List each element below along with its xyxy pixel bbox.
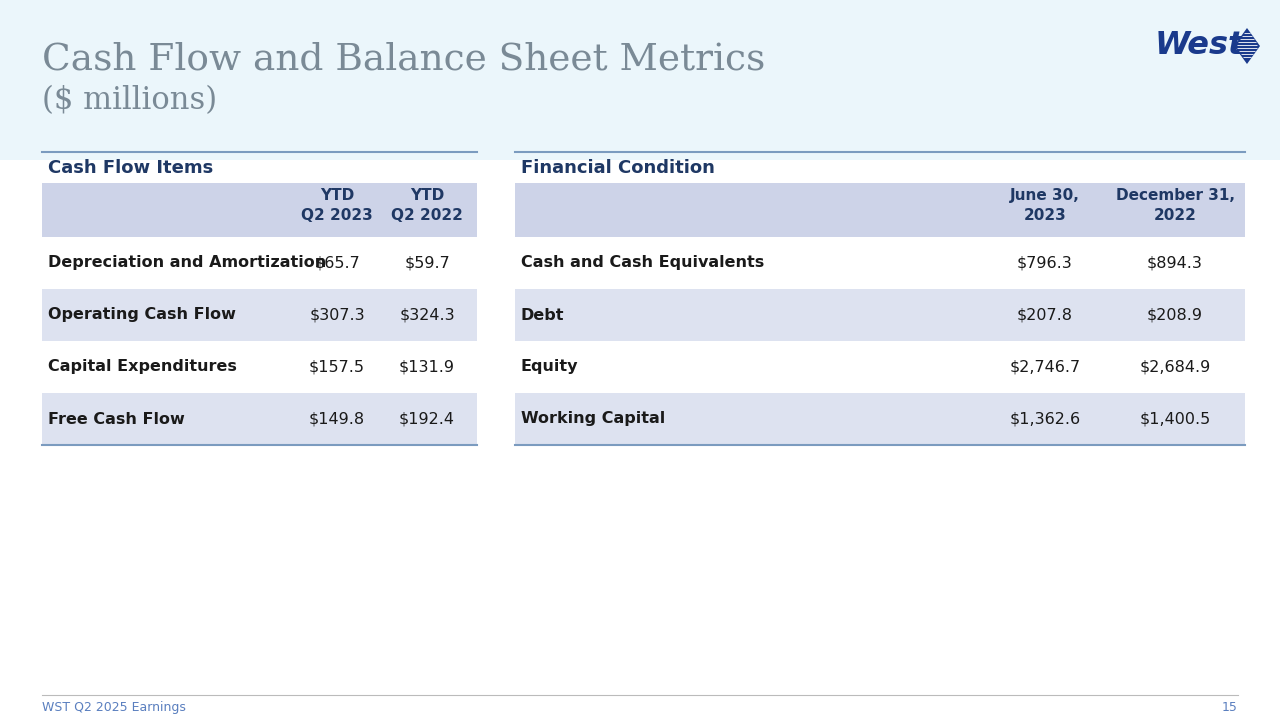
Text: $894.3: $894.3 xyxy=(1147,256,1203,271)
Text: $59.7: $59.7 xyxy=(404,256,449,271)
Text: Cash Flow Items: Cash Flow Items xyxy=(49,159,214,177)
Text: $207.8: $207.8 xyxy=(1018,307,1073,323)
Text: Cash and Cash Equivalents: Cash and Cash Equivalents xyxy=(521,256,764,271)
Bar xyxy=(42,183,477,237)
Text: $149.8: $149.8 xyxy=(308,412,365,426)
Bar xyxy=(515,341,1245,393)
Text: Depreciation and Amortization: Depreciation and Amortization xyxy=(49,256,326,271)
Text: Equity: Equity xyxy=(521,359,579,374)
Bar xyxy=(515,393,1245,445)
Bar xyxy=(42,341,477,393)
Text: 15: 15 xyxy=(1222,701,1238,714)
Text: YTD
Q2 2022: YTD Q2 2022 xyxy=(392,188,463,222)
Text: Financial Condition: Financial Condition xyxy=(521,159,714,177)
Text: Working Capital: Working Capital xyxy=(521,412,666,426)
Text: $2,746.7: $2,746.7 xyxy=(1010,359,1080,374)
Text: Free Cash Flow: Free Cash Flow xyxy=(49,412,184,426)
Bar xyxy=(515,183,1245,237)
Text: Debt: Debt xyxy=(521,307,564,323)
Text: June 30,
2023: June 30, 2023 xyxy=(1010,188,1080,222)
Text: $65.7: $65.7 xyxy=(314,256,360,271)
Text: Capital Expenditures: Capital Expenditures xyxy=(49,359,237,374)
Text: YTD
Q2 2023: YTD Q2 2023 xyxy=(301,188,372,222)
Text: ($ millions): ($ millions) xyxy=(42,85,218,116)
Bar xyxy=(42,289,477,341)
Text: West: West xyxy=(1155,30,1244,61)
Bar xyxy=(515,289,1245,341)
Text: December 31,
2022: December 31, 2022 xyxy=(1115,188,1234,222)
Text: $157.5: $157.5 xyxy=(308,359,365,374)
Text: $307.3: $307.3 xyxy=(310,307,365,323)
Bar xyxy=(42,393,477,445)
Text: Cash Flow and Balance Sheet Metrics: Cash Flow and Balance Sheet Metrics xyxy=(42,42,765,78)
Text: $2,684.9: $2,684.9 xyxy=(1139,359,1211,374)
Text: WST Q2 2025 Earnings: WST Q2 2025 Earnings xyxy=(42,701,186,714)
Text: $1,362.6: $1,362.6 xyxy=(1010,412,1080,426)
Text: $208.9: $208.9 xyxy=(1147,307,1203,323)
Bar xyxy=(42,237,477,289)
Text: $796.3: $796.3 xyxy=(1018,256,1073,271)
Text: $324.3: $324.3 xyxy=(399,307,454,323)
Text: Operating Cash Flow: Operating Cash Flow xyxy=(49,307,236,323)
Bar xyxy=(0,0,1280,160)
Text: $131.9: $131.9 xyxy=(399,359,454,374)
Bar xyxy=(515,237,1245,289)
Text: $1,400.5: $1,400.5 xyxy=(1139,412,1211,426)
Text: $192.4: $192.4 xyxy=(399,412,454,426)
Polygon shape xyxy=(1234,28,1260,64)
